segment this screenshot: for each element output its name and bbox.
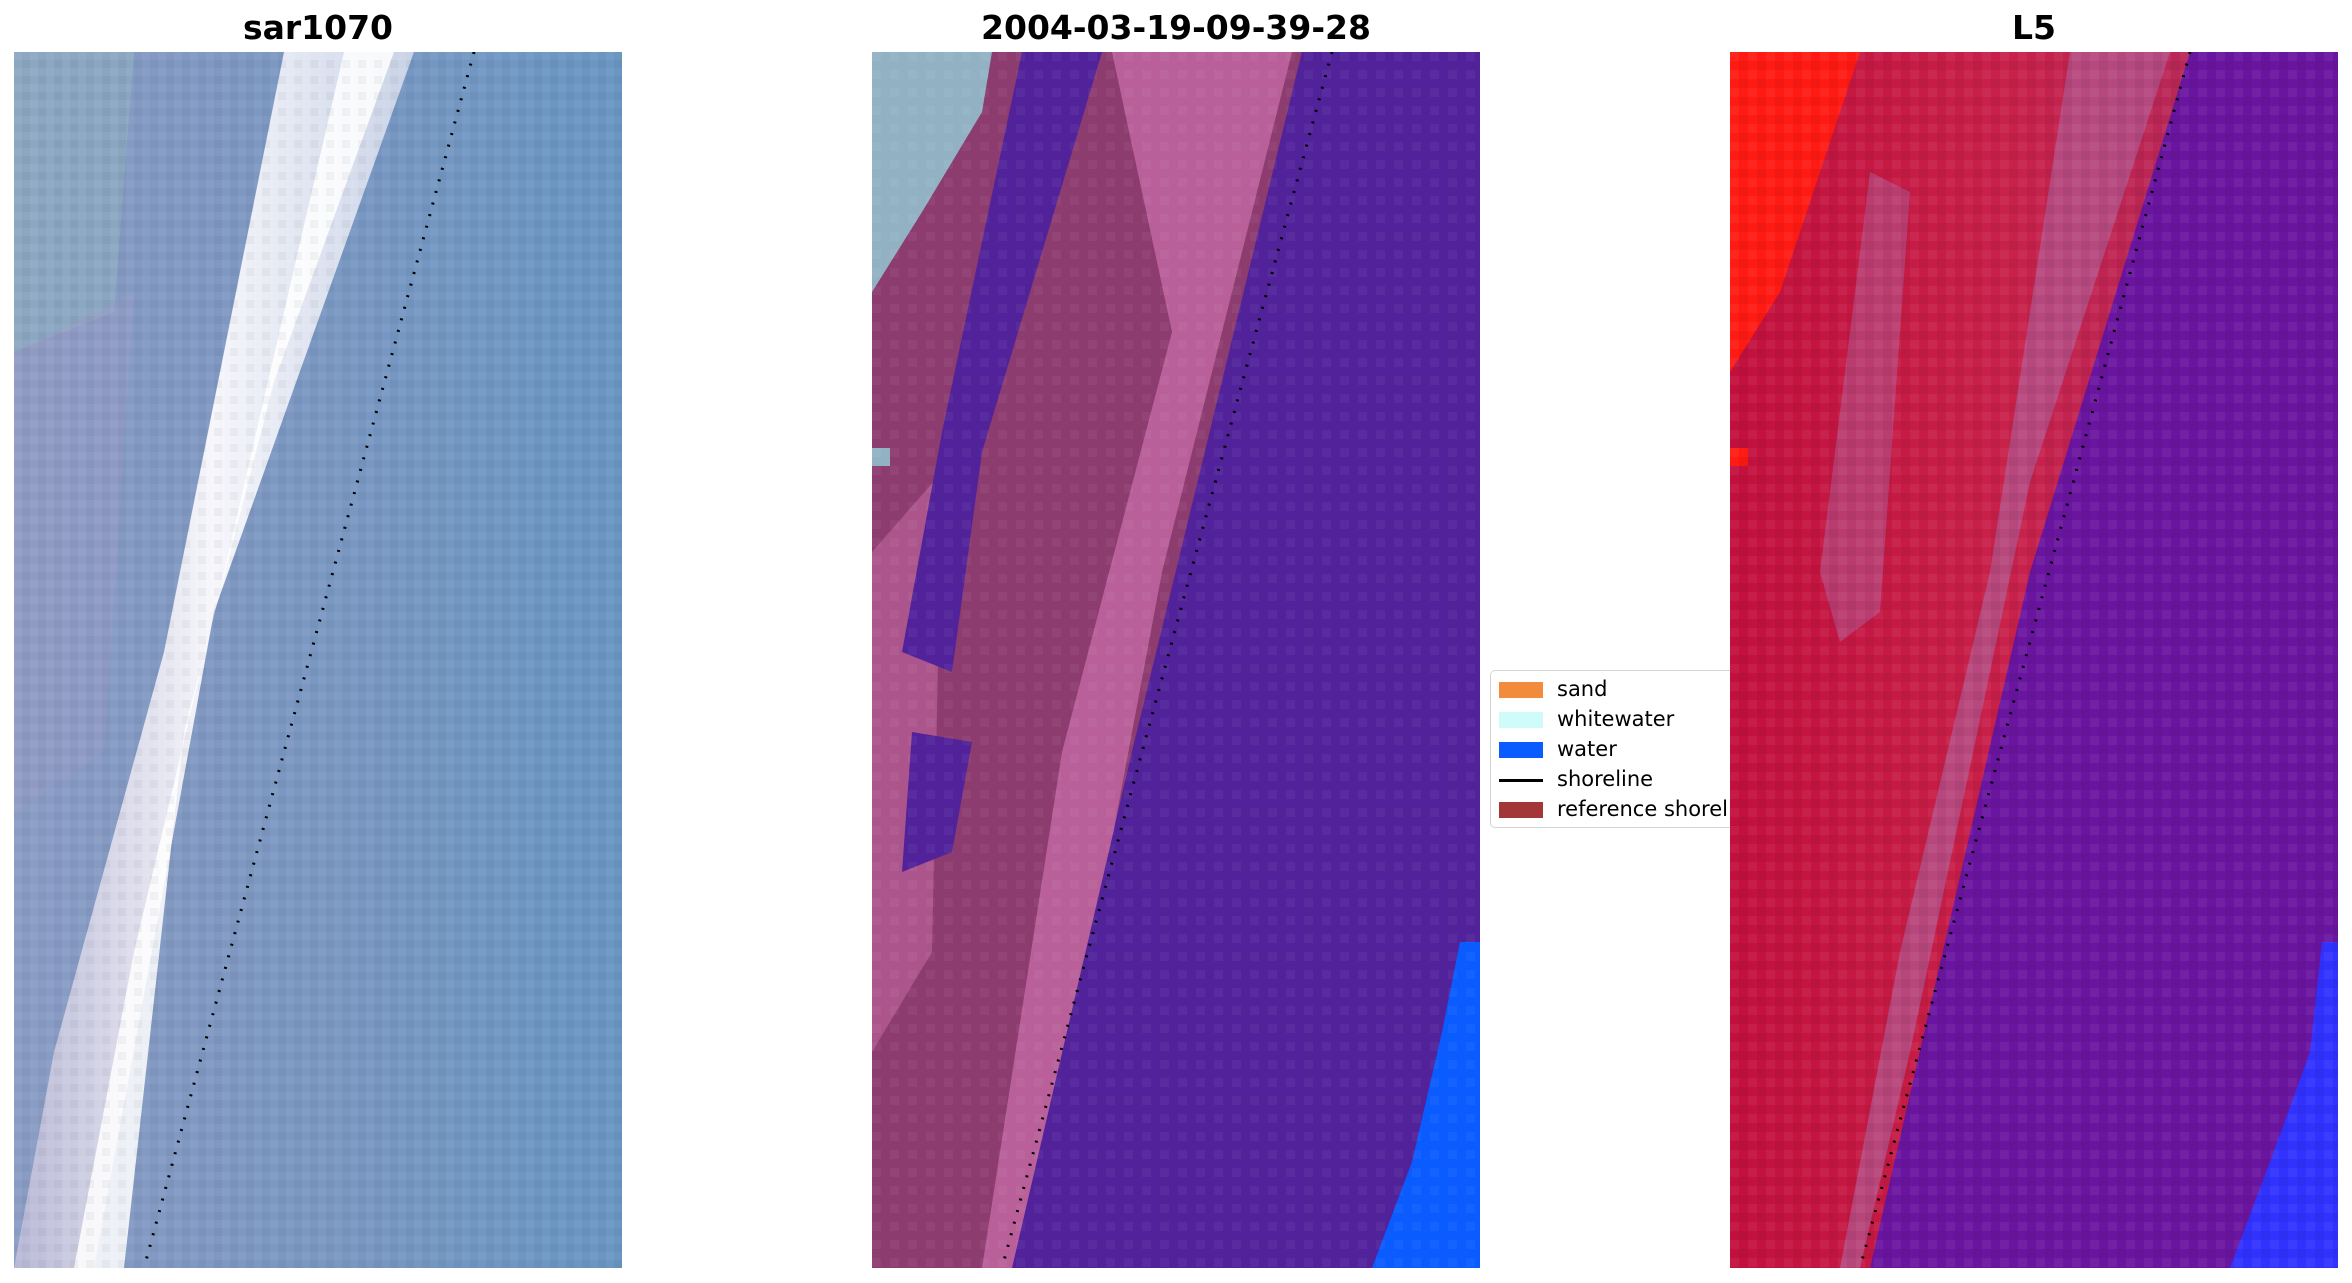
panel-title-rgb: sar1070 — [242, 8, 394, 47]
legend-label-shoreline: shoreline — [1557, 767, 1654, 791]
legend-label-reference-shoreline: reference shoreli — [1557, 797, 1730, 821]
legend-label-sand: sand — [1557, 677, 1608, 701]
legend-item-shoreline: shoreline — [1491, 763, 1730, 793]
legend-line-shoreline — [1499, 779, 1543, 782]
panel-title-l5: L5 — [2012, 8, 2056, 47]
legend-label-water: water — [1557, 737, 1617, 761]
l5-image-panel — [1730, 52, 2338, 1268]
legend-label-whitewater: whitewater — [1557, 707, 1675, 731]
legend-item-reference-shoreline: reference shoreli — [1491, 793, 1730, 823]
rgb-image-panel — [14, 52, 622, 1268]
class-pixel-texture — [872, 52, 1480, 1268]
legend-item-whitewater: whitewater — [1491, 703, 1730, 733]
legend-swatch-reference-shoreline — [1499, 802, 1543, 818]
legend-item-water: water — [1491, 733, 1730, 763]
classified-image — [872, 52, 1480, 1268]
legend-swatch-sand — [1499, 682, 1543, 698]
legend-swatch-water — [1499, 742, 1543, 758]
rgb-pixel-texture — [14, 52, 622, 1268]
legend-swatch-whitewater — [1499, 712, 1543, 728]
l5-image — [1730, 52, 2338, 1268]
panel-title-classified: 2004-03-19-09-39-28 — [981, 8, 1371, 47]
l5-pixel-texture — [1730, 52, 2338, 1268]
legend-item-sand: sand — [1491, 673, 1730, 703]
legend: sand whitewater water shoreline referenc… — [1490, 670, 1730, 828]
rgb-image — [14, 52, 622, 1268]
classified-image-panel — [872, 52, 1480, 1268]
